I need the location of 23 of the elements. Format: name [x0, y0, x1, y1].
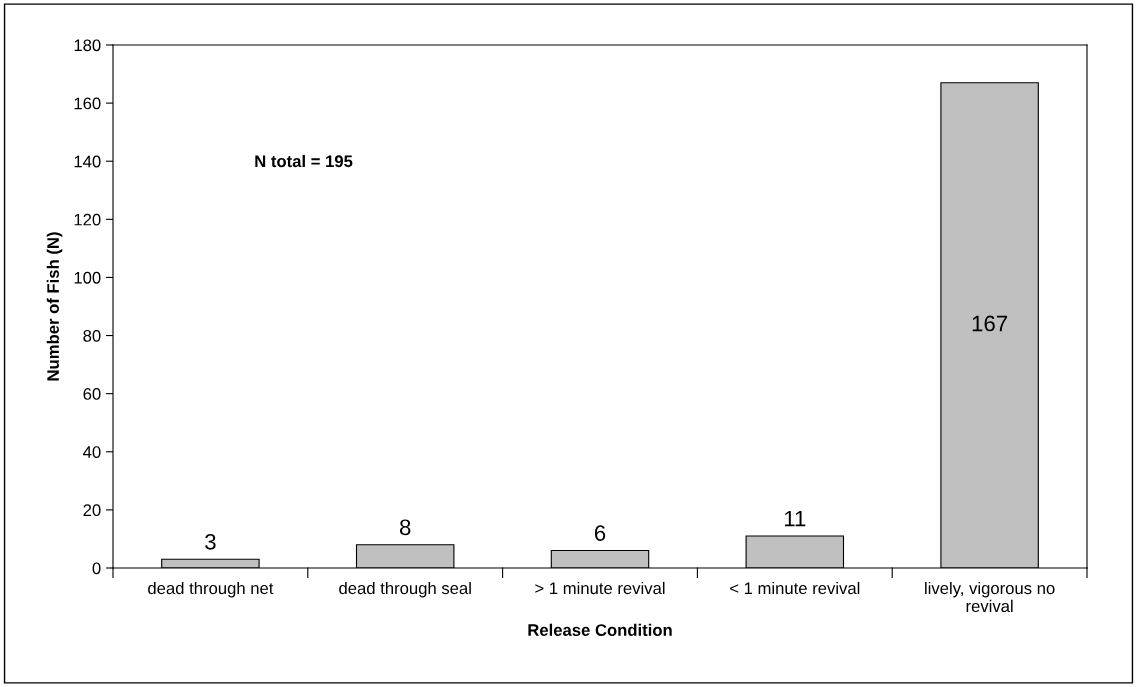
y-tick-label: 0 [92, 562, 101, 575]
y-axis-title: Number of Fish (N) [46, 232, 63, 381]
y-tick-label: 160 [74, 97, 101, 110]
y-tick-label: 100 [74, 271, 101, 284]
y-tick-label: 140 [74, 155, 101, 168]
data-label: 11 [784, 510, 806, 527]
y-tick-label: 40 [83, 446, 101, 458]
y-tick-label: 120 [74, 213, 101, 226]
data-label: 3 [205, 533, 216, 550]
x-tick-label: < 1 minute revival [730, 581, 860, 595]
annotation: N total = 195 [255, 154, 353, 168]
data-label: 6 [594, 525, 606, 541]
x-axis-title: Release Condition [528, 623, 672, 636]
data-label: 8 [399, 519, 411, 536]
x-tick-label: > 1 minute revival [535, 581, 665, 595]
y-tick-label: 20 [83, 504, 101, 517]
x-tick-label: dead through seal [339, 581, 471, 598]
y-tick-label: 180 [74, 39, 101, 52]
y-tick-label: 60 [83, 388, 101, 400]
y-tick-label: 80 [83, 329, 101, 342]
data-label: 167 [972, 315, 1008, 332]
x-tick-label: dead through net [148, 581, 274, 598]
x-tick-label: lively, vigorous no revival [925, 581, 1055, 613]
